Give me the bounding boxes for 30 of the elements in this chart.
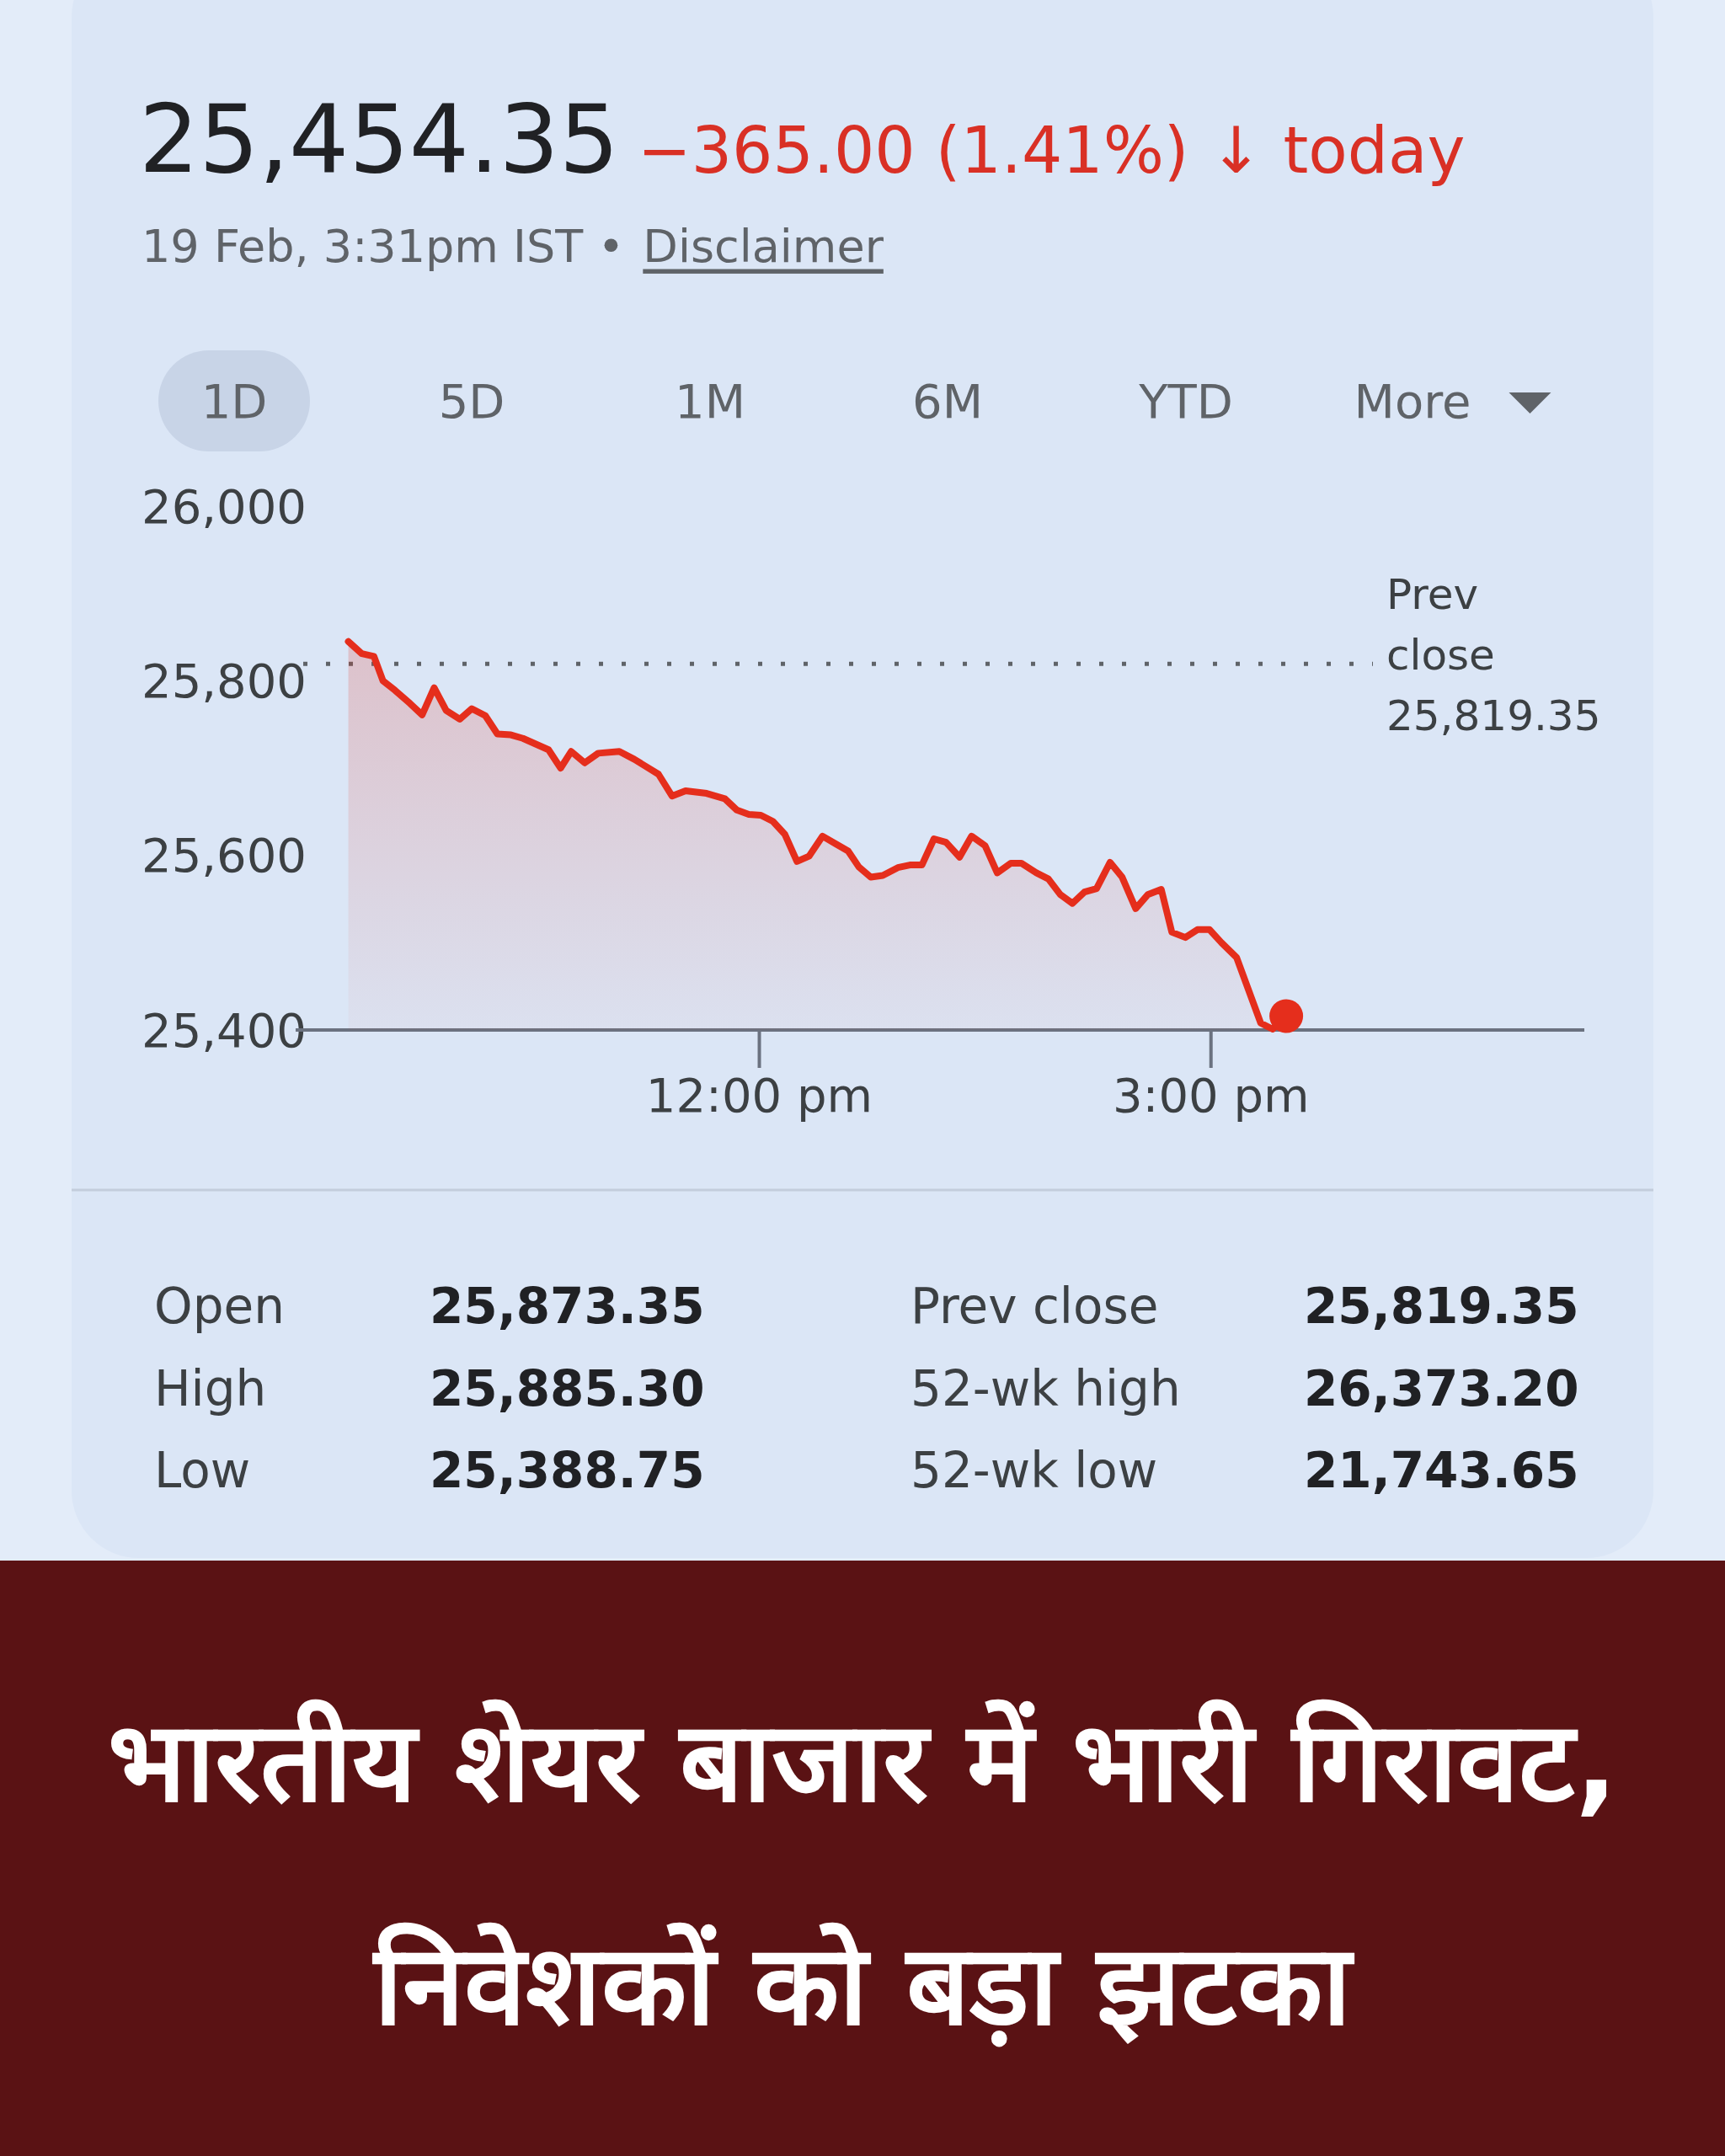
text: High <box>154 1360 267 1417</box>
text: 52-wk high <box>911 1360 1181 1417</box>
chart-subtitle: 25,454.35 <box>139 84 620 194</box>
y-tick-label: 25,600 <box>142 828 307 883</box>
text: 25,873.35 <box>430 1278 705 1335</box>
y-tick-label: 26,000 <box>142 478 307 534</box>
text: −365.00 (1.41%) ↓ today <box>638 112 1466 188</box>
text: 25,819.35 <box>1304 1278 1579 1335</box>
text: 25,388.75 <box>430 1442 705 1499</box>
text: Open <box>154 1278 285 1335</box>
text: 21,743.65 <box>1304 1442 1579 1499</box>
text: 52-wk low <box>911 1442 1158 1499</box>
text: 1D <box>200 373 268 429</box>
text: YTD <box>1138 373 1233 429</box>
text: भारतीय शेयर बाजार में भारी गिरावट, निवेशकों को बड़ा झटका <box>106 1696 1619 2052</box>
text: 19 Feb, 3:31pm IST • <box>142 219 625 273</box>
text: 25,885.30 <box>430 1360 705 1417</box>
y-tick-label: 25,800 <box>142 653 307 708</box>
text: 1M <box>675 373 745 429</box>
text: Disclaimer <box>643 219 884 273</box>
text: 5D <box>438 373 505 429</box>
x-tick-label: 3:00 pm <box>1112 1067 1310 1123</box>
text: More <box>1354 373 1471 429</box>
text: 6M <box>912 373 983 429</box>
ref-line-label: Prev close 25,819.35 <box>1386 570 1601 741</box>
text: Low <box>154 1442 251 1499</box>
y-tick-label: 25,400 <box>142 1002 307 1058</box>
text: 26,373.20 <box>1304 1360 1579 1417</box>
text: Prev close <box>911 1278 1159 1335</box>
x-tick-label: 12:00 pm <box>645 1067 873 1123</box>
